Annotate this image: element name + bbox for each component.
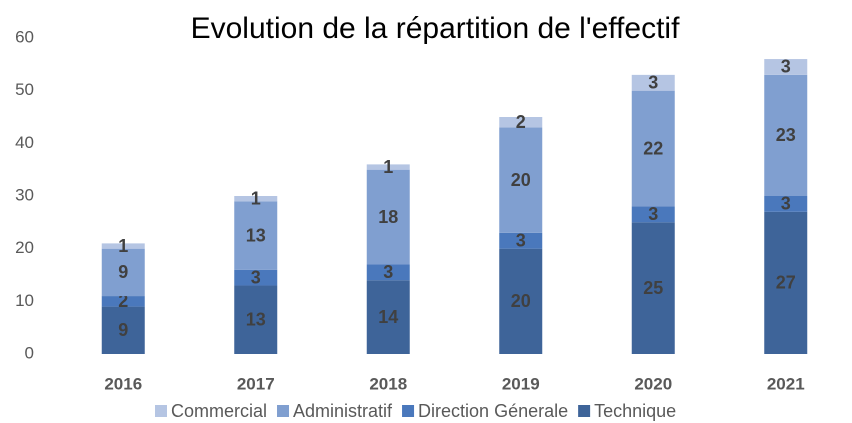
chart-title: Evolution de la répartition de l'effecti… <box>191 12 680 45</box>
x-tick-label: 2019 <box>502 374 540 393</box>
bar-segment <box>764 59 808 75</box>
legend-swatch <box>277 405 290 417</box>
data-label: 2 <box>118 291 128 311</box>
y-tick-label: 40 <box>15 133 34 152</box>
legend-swatch <box>578 405 591 417</box>
data-label: 3 <box>251 267 261 287</box>
y-tick-label: 60 <box>15 27 34 46</box>
x-tick-label: 2020 <box>634 374 672 393</box>
legend-swatch <box>402 405 415 417</box>
legend-swatch <box>155 405 167 417</box>
bar-segment <box>499 117 543 128</box>
x-tick-label: 2018 <box>369 374 407 393</box>
bar-segment <box>366 164 410 170</box>
data-label: 3 <box>383 262 393 282</box>
data-label: 22 <box>643 138 663 158</box>
data-label: 3 <box>648 73 658 93</box>
data-label: 23 <box>776 125 796 145</box>
bar-segment <box>499 232 543 249</box>
bar-segment <box>631 90 675 207</box>
x-tick-label: 2021 <box>767 374 805 393</box>
data-label: 1 <box>118 236 128 256</box>
bar-segment <box>631 74 675 91</box>
bar-segment <box>764 211 808 354</box>
bar-segment <box>101 296 145 307</box>
data-label: 3 <box>516 231 526 251</box>
bar-segment <box>234 285 278 354</box>
bar-segment <box>101 248 145 297</box>
x-tick-label: 2016 <box>104 374 142 393</box>
y-tick-label: 10 <box>15 291 34 310</box>
data-label: 3 <box>781 57 791 77</box>
y-tick-label: 50 <box>15 80 34 99</box>
legend-label: Technique <box>594 401 676 421</box>
data-label: 1 <box>383 157 393 177</box>
bar-segment <box>631 222 675 354</box>
bar-segment <box>234 196 278 202</box>
legend-label: Commercial <box>171 401 267 421</box>
data-label: 13 <box>246 310 266 330</box>
data-label: 18 <box>378 207 398 227</box>
data-label: 3 <box>648 204 658 224</box>
bar-segment <box>366 169 410 265</box>
data-label: 27 <box>776 273 796 293</box>
x-tick-label: 2017 <box>237 374 275 393</box>
data-label: 2 <box>516 112 526 132</box>
bar-segment <box>366 280 410 354</box>
data-label: 9 <box>118 320 128 340</box>
data-label: 20 <box>511 170 531 190</box>
data-label: 13 <box>246 225 266 245</box>
bar-segment <box>764 74 808 196</box>
y-tick-label: 20 <box>15 238 34 257</box>
bar-segment <box>499 127 543 233</box>
y-tick-label: 0 <box>25 343 34 362</box>
y-tick-label: 30 <box>15 185 34 204</box>
bar-segment <box>101 243 145 249</box>
data-label: 14 <box>378 307 398 327</box>
data-label: 9 <box>118 262 128 282</box>
bar-segment <box>101 306 145 354</box>
legend-label: Direction Génerale <box>418 401 568 421</box>
data-label: 25 <box>643 278 663 298</box>
bar-segment <box>499 248 543 354</box>
bar-segment <box>764 196 808 212</box>
data-label: 3 <box>781 194 791 214</box>
bar-segment <box>366 264 410 281</box>
data-label: 1 <box>251 188 261 208</box>
data-label: 20 <box>511 291 531 311</box>
bar-segment <box>234 269 278 286</box>
bar-segment <box>234 201 278 270</box>
bar-segment <box>631 206 675 223</box>
legend-label: Administratif <box>293 401 393 421</box>
